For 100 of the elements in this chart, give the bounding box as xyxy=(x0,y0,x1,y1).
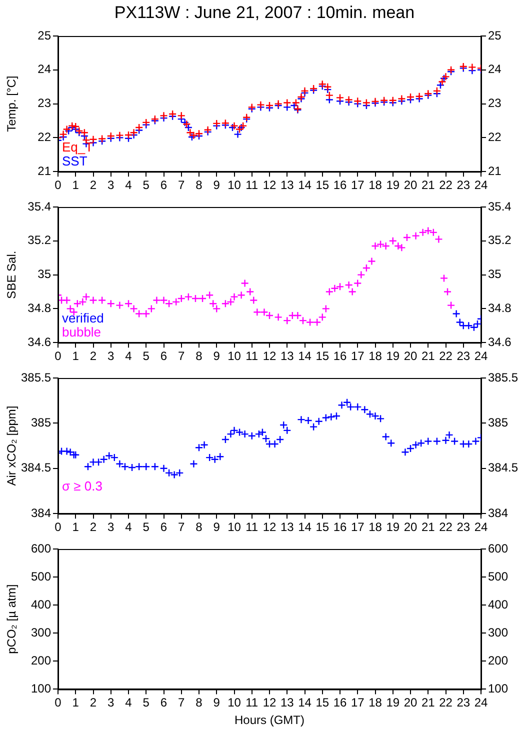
x-tick-label: 8 xyxy=(196,178,203,192)
x-tick-label: 10 xyxy=(228,349,242,364)
x-tick-label: 13 xyxy=(280,520,294,534)
y-tick-label: 384 xyxy=(30,506,52,520)
y2-tick-label: 300 xyxy=(488,625,508,640)
x-tick-label: 14 xyxy=(298,520,312,534)
x-tick-label: 17 xyxy=(350,696,365,710)
x-tick-label: 9 xyxy=(213,520,220,534)
y2-tick-label: 384 xyxy=(488,506,508,520)
x-tick-label: 24 xyxy=(474,178,488,192)
x-axis-title: Hours (GMT) xyxy=(234,713,304,728)
x-tick-label: 11 xyxy=(246,178,258,192)
x-tick-label: 1 xyxy=(72,520,80,534)
x-tick-label: 6 xyxy=(160,178,168,192)
y2-tick-label: 400 xyxy=(488,597,508,612)
x-tick-label: 2 xyxy=(90,520,97,534)
x-tick-label: 9 xyxy=(213,696,220,710)
x-tick-label: 18 xyxy=(368,178,382,192)
y-tick-label: 22 xyxy=(38,130,52,144)
y-tick-label: 23 xyxy=(38,96,52,110)
x-tick-label: 18 xyxy=(368,520,382,534)
y2-tick-label: 34.8 xyxy=(488,301,512,316)
series-label: SST xyxy=(62,154,88,169)
y-tick-label: 34.6 xyxy=(28,334,52,349)
x-tick-label: 5 xyxy=(142,178,150,192)
y2-tick-label: 35.4 xyxy=(488,199,512,214)
y-tick-label: 200 xyxy=(30,653,52,668)
x-tick-label: 3 xyxy=(108,178,115,192)
x-tick-label: 21 xyxy=(421,178,436,192)
x-tick-label: 23 xyxy=(456,696,470,710)
x-tick-label: 0 xyxy=(54,349,62,364)
y-tick-label: 400 xyxy=(30,597,52,612)
y2-tick-label: 385 xyxy=(488,416,508,430)
x-tick-label: 3 xyxy=(108,520,115,534)
y2-tick-label: 23 xyxy=(488,96,502,110)
x-tick-label: 21 xyxy=(421,696,436,710)
x-tick-label: 8 xyxy=(196,696,203,710)
x-tick-label: 6 xyxy=(160,696,168,710)
x-tick-label: 1 xyxy=(72,178,80,192)
x-tick-label: 22 xyxy=(439,349,453,364)
x-tick-label: 15 xyxy=(316,178,330,192)
x-tick-label: 12 xyxy=(262,520,276,534)
x-tick-label: 6 xyxy=(160,520,168,534)
x-tick-label: 19 xyxy=(386,520,400,534)
x-tick-label: 18 xyxy=(368,696,382,710)
x-tick-label: 16 xyxy=(333,178,347,192)
x-tick-label: 19 xyxy=(386,178,400,192)
x-tick-label: 21 xyxy=(421,349,436,364)
x-tick-label: 13 xyxy=(280,178,294,192)
y-tick-label: 24 xyxy=(38,62,52,76)
annotation: σ ≥ 0.3 xyxy=(62,478,102,494)
x-tick-label: 5 xyxy=(142,520,150,534)
y2-tick-label: 384.5 xyxy=(488,460,518,475)
x-tick-label: 0 xyxy=(54,178,62,192)
x-tick-label: 22 xyxy=(439,520,453,534)
x-tick-label: 24 xyxy=(474,349,488,364)
x-tick-label: 7 xyxy=(178,696,186,710)
x-tick-label: 10 xyxy=(228,696,242,710)
point xyxy=(459,322,468,330)
x-tick-label: 7 xyxy=(178,349,186,364)
x-tick-label: 14 xyxy=(298,349,312,364)
x-tick-label: 19 xyxy=(386,349,400,364)
y-tick-label: 385 xyxy=(30,416,52,430)
point xyxy=(452,310,460,318)
x-tick-label: 12 xyxy=(262,696,276,710)
chart-title: PX113W : June 21, 2007 : 10min. mean xyxy=(113,2,416,24)
x-tick-label: 4 xyxy=(125,349,132,364)
point xyxy=(456,318,464,326)
x-tick-label: 8 xyxy=(196,520,203,534)
x-tick-label: 1 xyxy=(72,349,80,364)
x-tick-label: 0 xyxy=(54,520,62,534)
x-tick-label: 3 xyxy=(108,349,115,364)
x-tick-label: 11 xyxy=(246,520,258,534)
x-tick-label: 10 xyxy=(228,520,242,534)
y2-tick-label: 25 xyxy=(488,28,502,42)
x-tick-label: 17 xyxy=(350,349,365,364)
text: verified xyxy=(62,310,104,326)
y-tick-label: 34.8 xyxy=(28,301,52,316)
x-tick-label: 14 xyxy=(298,178,312,192)
x-tick-label: 16 xyxy=(333,520,347,534)
x-tick-label: 18 xyxy=(368,349,382,364)
x-tick-label: 4 xyxy=(125,178,132,192)
x-tick-label: 13 xyxy=(280,349,294,364)
y2-tick-label: 34.6 xyxy=(488,334,512,349)
x-tick-label: 20 xyxy=(404,696,418,710)
y2-tick-label: 22 xyxy=(488,130,502,144)
x-tick-label: 7 xyxy=(178,520,186,534)
x-tick-label: 20 xyxy=(404,178,418,192)
x-tick-label: 22 xyxy=(439,696,453,710)
x-tick-label: 12 xyxy=(262,178,276,192)
y-tick-label: 35 xyxy=(38,267,52,282)
y-tick-label: 100 xyxy=(30,682,52,696)
y-tick-label: 384.5 xyxy=(20,460,52,475)
y2-tick-label: 35 xyxy=(488,267,502,282)
y-tick-label: 300 xyxy=(30,625,52,640)
x-tick-label: 17 xyxy=(350,178,365,192)
x-tick-label: 17 xyxy=(350,520,365,534)
y-tick-label: 35.4 xyxy=(28,199,52,214)
x-tick-label: 12 xyxy=(262,349,276,364)
y-tick-label: 35.2 xyxy=(28,233,52,248)
